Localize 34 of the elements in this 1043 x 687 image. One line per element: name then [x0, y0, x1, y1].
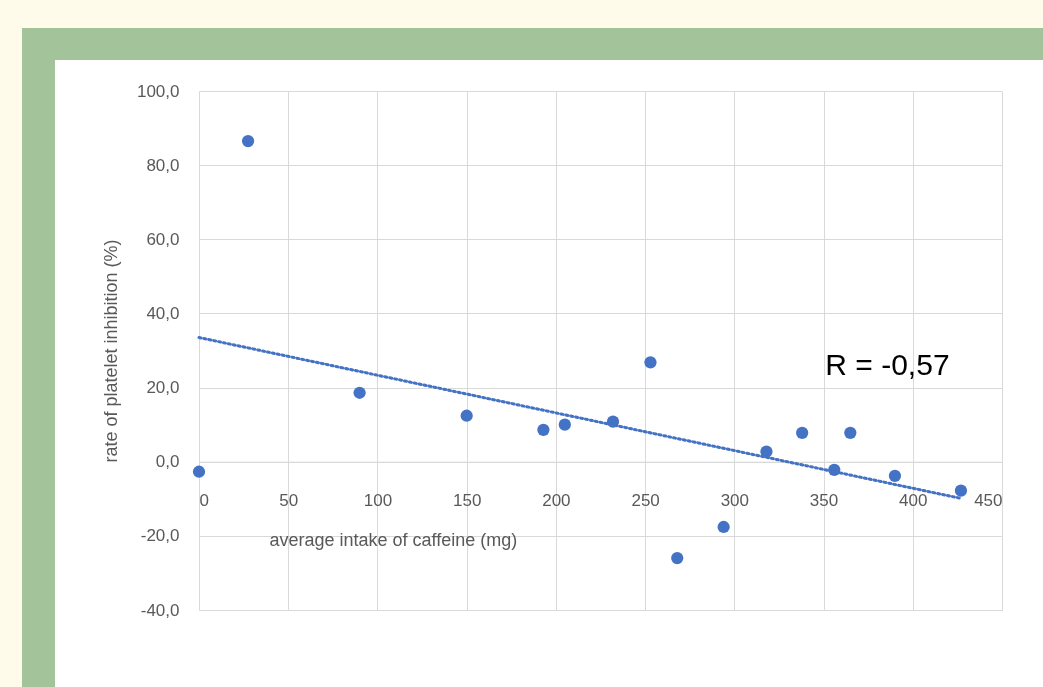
y-tick-label: 80,0 [146, 155, 180, 175]
point [844, 426, 857, 439]
x-tick-label: 300 [720, 491, 750, 511]
point [537, 423, 550, 436]
x-tick-label: 200 [542, 491, 571, 511]
x-tick-label: 50 [279, 491, 299, 511]
annotation: R = -0,57 [825, 348, 950, 382]
y-tick-label: 100,0 [136, 81, 180, 101]
x-tick-label: 100 [363, 491, 393, 511]
x-tick-label: 250 [631, 491, 660, 511]
point [717, 520, 730, 534]
x-axis-title: average intake of caffeine (mg) [269, 530, 518, 551]
y-tick-label: 40,0 [146, 303, 180, 323]
point [192, 465, 206, 478]
y-tick-label: 60,0 [146, 229, 180, 249]
point [644, 356, 657, 369]
y-tick-label: 0,0 [155, 452, 180, 472]
point [671, 551, 684, 565]
x-tick-label: 450 [974, 491, 1003, 511]
y-tick-label: -20,0 [140, 526, 180, 546]
point [888, 469, 902, 482]
x-tick-label: 0 [199, 491, 209, 511]
point [241, 134, 255, 148]
y-tick-label: 20,0 [146, 378, 180, 398]
y-tick-label: -40,0 [140, 600, 180, 620]
x-tick-label: 400 [899, 491, 928, 511]
x-tick-label: 350 [809, 491, 839, 511]
point [460, 409, 473, 422]
point [954, 484, 968, 497]
point [796, 426, 809, 439]
point [558, 418, 571, 431]
y-axis-title: rate of platelet inhibition (%) [100, 239, 121, 463]
point [353, 386, 366, 399]
x-tick-label: 150 [452, 491, 482, 511]
